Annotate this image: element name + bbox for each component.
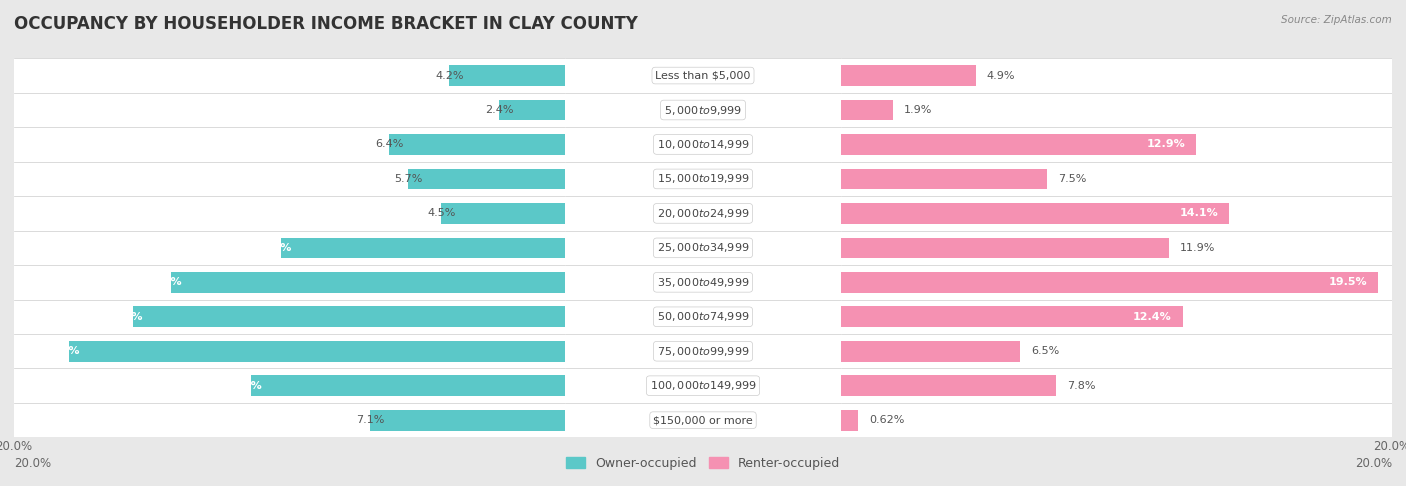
Text: $20,000 to $24,999: $20,000 to $24,999 — [657, 207, 749, 220]
Bar — [565, 231, 841, 265]
Bar — [841, 58, 1392, 93]
Bar — [565, 403, 841, 437]
Bar — [172, 272, 565, 293]
Bar — [565, 127, 841, 162]
Text: 4.2%: 4.2% — [436, 70, 464, 81]
Text: Less than $5,000: Less than $5,000 — [655, 70, 751, 81]
Bar — [565, 58, 841, 93]
Bar — [132, 307, 565, 327]
Bar — [565, 196, 841, 231]
Text: 4.5%: 4.5% — [427, 208, 456, 218]
Bar — [841, 375, 1056, 396]
Text: $10,000 to $14,999: $10,000 to $14,999 — [657, 138, 749, 151]
Text: 10.3%: 10.3% — [254, 243, 292, 253]
Text: 12.9%: 12.9% — [1146, 139, 1185, 150]
Bar — [450, 65, 565, 86]
Bar — [14, 196, 565, 231]
Bar — [565, 93, 841, 127]
Bar — [841, 203, 1229, 224]
Bar — [408, 169, 565, 189]
Bar — [841, 410, 858, 431]
Bar — [841, 238, 1168, 258]
Bar — [441, 203, 565, 224]
Bar — [841, 134, 1197, 155]
Bar — [841, 231, 1392, 265]
Legend: Owner-occupied, Renter-occupied: Owner-occupied, Renter-occupied — [561, 452, 845, 475]
Bar — [14, 265, 565, 299]
Text: 7.5%: 7.5% — [1059, 174, 1087, 184]
Bar — [841, 368, 1392, 403]
Bar — [841, 307, 1182, 327]
Text: OCCUPANCY BY HOUSEHOLDER INCOME BRACKET IN CLAY COUNTY: OCCUPANCY BY HOUSEHOLDER INCOME BRACKET … — [14, 15, 638, 33]
Text: 1.9%: 1.9% — [904, 105, 932, 115]
Text: 15.7%: 15.7% — [105, 312, 143, 322]
Text: 20.0%: 20.0% — [1355, 457, 1392, 470]
Bar — [281, 238, 565, 258]
Bar — [841, 196, 1392, 231]
Text: $75,000 to $99,999: $75,000 to $99,999 — [657, 345, 749, 358]
Bar — [252, 375, 565, 396]
Text: $150,000 or more: $150,000 or more — [654, 415, 752, 425]
Text: 11.9%: 11.9% — [1180, 243, 1215, 253]
Text: 4.9%: 4.9% — [987, 70, 1015, 81]
Bar — [389, 134, 565, 155]
Text: 7.1%: 7.1% — [356, 415, 384, 425]
Bar — [841, 341, 1019, 362]
Bar — [14, 127, 565, 162]
Text: 6.5%: 6.5% — [1031, 346, 1059, 356]
Bar — [841, 93, 1392, 127]
Text: 0.62%: 0.62% — [869, 415, 904, 425]
Bar — [841, 169, 1047, 189]
Text: $5,000 to $9,999: $5,000 to $9,999 — [664, 104, 742, 117]
Bar — [565, 368, 841, 403]
Text: Source: ZipAtlas.com: Source: ZipAtlas.com — [1281, 15, 1392, 25]
Bar — [565, 299, 841, 334]
Bar — [14, 93, 565, 127]
Bar — [841, 299, 1392, 334]
Bar — [841, 265, 1392, 299]
Text: 11.4%: 11.4% — [224, 381, 262, 391]
Text: $25,000 to $34,999: $25,000 to $34,999 — [657, 242, 749, 254]
Bar — [14, 403, 565, 437]
Bar — [14, 231, 565, 265]
Text: 2.4%: 2.4% — [485, 105, 513, 115]
Bar — [565, 265, 841, 299]
Text: 5.7%: 5.7% — [394, 174, 423, 184]
Bar — [14, 299, 565, 334]
Bar — [14, 58, 565, 93]
Text: 12.4%: 12.4% — [1133, 312, 1171, 322]
Text: 19.5%: 19.5% — [1329, 278, 1367, 287]
Bar — [841, 127, 1392, 162]
Bar — [565, 162, 841, 196]
Text: 20.0%: 20.0% — [14, 457, 51, 470]
Bar — [841, 403, 1392, 437]
Text: $35,000 to $49,999: $35,000 to $49,999 — [657, 276, 749, 289]
Bar — [565, 334, 841, 368]
Text: $15,000 to $19,999: $15,000 to $19,999 — [657, 173, 749, 186]
Text: 14.1%: 14.1% — [1180, 208, 1219, 218]
Text: $100,000 to $149,999: $100,000 to $149,999 — [650, 379, 756, 392]
Text: 14.3%: 14.3% — [143, 278, 183, 287]
Bar — [14, 368, 565, 403]
Text: 18.0%: 18.0% — [42, 346, 80, 356]
Bar — [499, 100, 565, 121]
Bar — [370, 410, 565, 431]
Bar — [14, 334, 565, 368]
Text: $50,000 to $74,999: $50,000 to $74,999 — [657, 310, 749, 323]
Bar — [841, 272, 1378, 293]
Bar — [841, 162, 1392, 196]
Text: 6.4%: 6.4% — [375, 139, 404, 150]
Bar — [69, 341, 565, 362]
Bar — [841, 334, 1392, 368]
Text: 7.8%: 7.8% — [1067, 381, 1095, 391]
Bar — [14, 162, 565, 196]
Bar — [841, 100, 893, 121]
Bar — [841, 65, 976, 86]
